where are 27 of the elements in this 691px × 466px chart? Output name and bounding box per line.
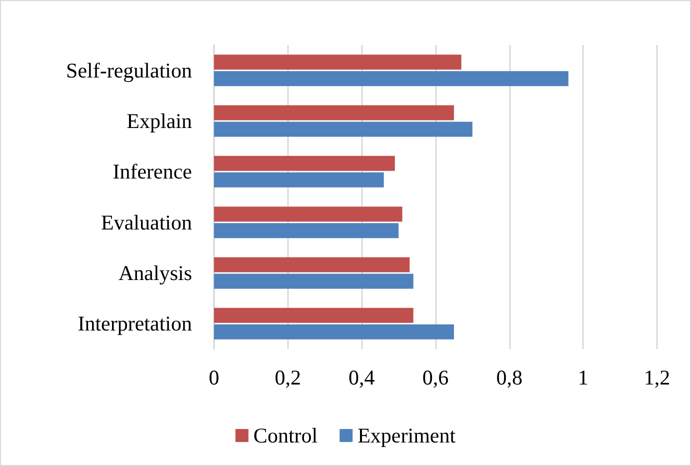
y-tick-label: Inference (112, 160, 192, 184)
bar (214, 172, 384, 188)
x-tick-label: 0,6 (422, 366, 449, 390)
bar (214, 206, 402, 222)
x-tick-label: 0,8 (496, 366, 522, 390)
bar (214, 324, 454, 340)
x-tick-label: 0 (208, 366, 220, 390)
legend-label: Experiment (358, 424, 456, 448)
y-tick-label: Evaluation (101, 210, 192, 234)
legend-label: Control (253, 424, 318, 448)
x-tick-label: 0,4 (348, 366, 376, 390)
bar (214, 122, 472, 137)
y-tick-label: Explain (126, 109, 192, 133)
bar (214, 223, 399, 238)
y-tick-label: Interpretation (78, 312, 192, 336)
bar (214, 71, 568, 86)
bar (214, 308, 414, 323)
bar (214, 156, 395, 171)
x-tick-label: 1 (578, 366, 588, 390)
bar (214, 54, 462, 70)
x-tick-label: 0,2 (274, 366, 301, 390)
bar (214, 105, 454, 120)
x-tick-label: 1,2 (644, 366, 670, 390)
bar (214, 257, 410, 272)
bar (214, 274, 414, 289)
y-tick-label: Self-regulation (66, 58, 192, 82)
y-tick-label: Analysis (118, 261, 192, 285)
